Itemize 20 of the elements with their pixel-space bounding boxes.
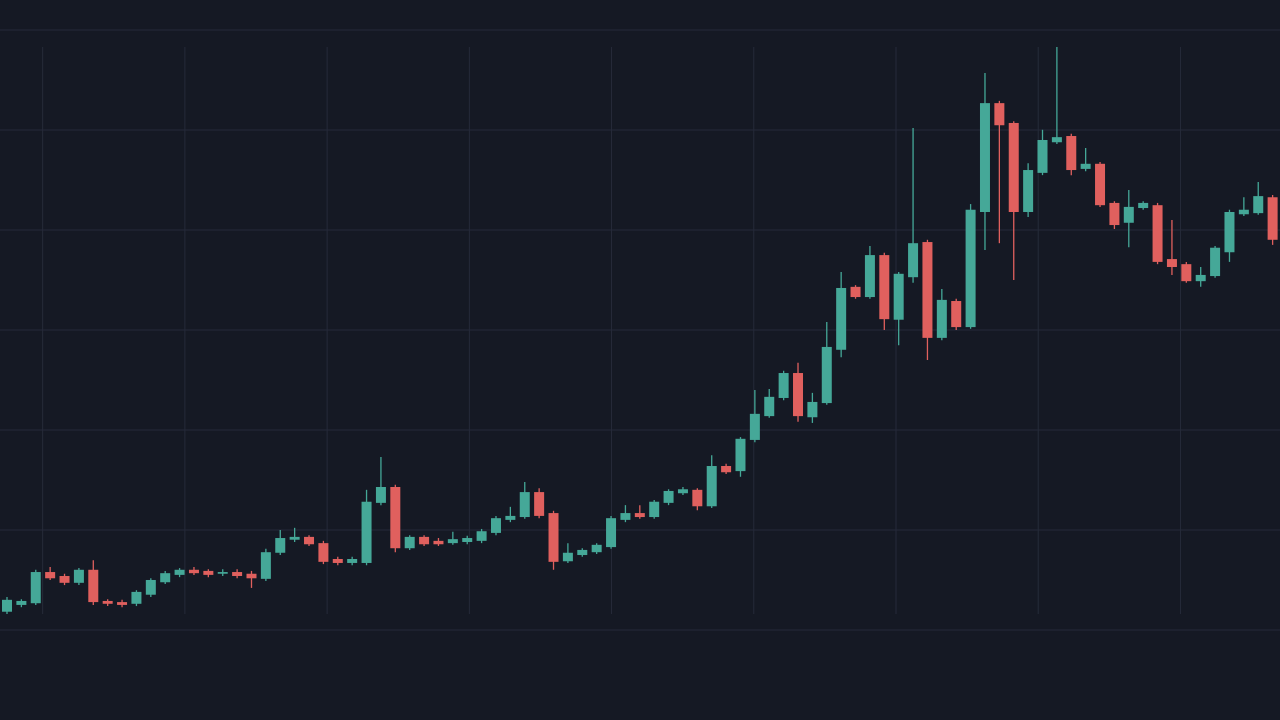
candlestick xyxy=(534,487,545,519)
candlestick xyxy=(1253,181,1264,216)
candlestick xyxy=(1181,261,1192,284)
candlestick xyxy=(994,100,1005,244)
candlestick xyxy=(318,540,329,565)
candlestick xyxy=(375,456,386,506)
candlestick xyxy=(1166,219,1177,276)
candlestick xyxy=(145,577,156,598)
candlestick xyxy=(1109,200,1120,230)
candlestick xyxy=(692,487,703,511)
candlestick xyxy=(1195,266,1206,288)
candlestick xyxy=(649,499,660,520)
candlestick xyxy=(764,388,775,419)
candlestick xyxy=(490,515,501,536)
candlestick xyxy=(1080,147,1091,172)
candlestick xyxy=(1123,189,1134,248)
candlestick xyxy=(807,392,818,424)
candlestick xyxy=(1051,47,1062,145)
candlestick xyxy=(275,529,286,556)
candlestick xyxy=(562,542,573,564)
